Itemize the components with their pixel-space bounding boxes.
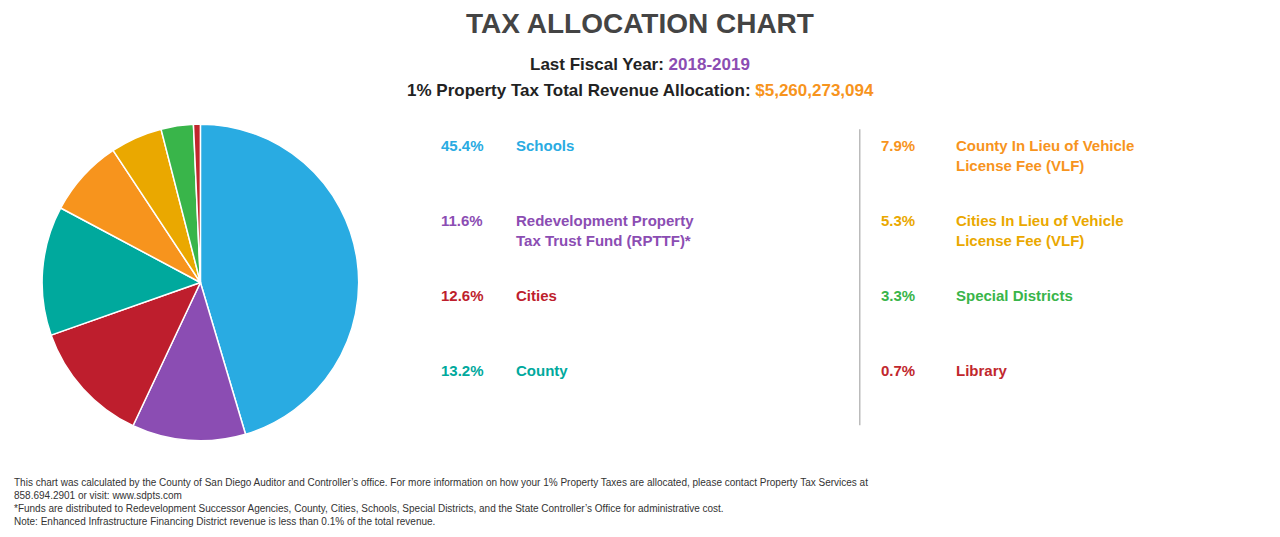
svg-text:Cities In Lieu of VehicleLicen: Cities In Lieu of VehicleLicense Fee (VL…: [956, 212, 1124, 249]
svg-text:7.9%: 7.9%: [881, 137, 915, 154]
svg-text:This chart was calculated by t: This chart was calculated by the County …: [14, 477, 868, 527]
svg-text:Last Fiscal Year: 2018-2019: Last Fiscal Year: 2018-2019: [530, 55, 750, 74]
svg-text:TAX ALLOCATION CHART: TAX ALLOCATION CHART: [466, 8, 814, 39]
svg-text:45.4%: 45.4%: [441, 137, 484, 154]
svg-text:0.7%: 0.7%: [881, 362, 915, 379]
svg-text:Cities: Cities: [516, 287, 557, 304]
svg-text:County: County: [516, 362, 568, 379]
svg-text:Library: Library: [956, 362, 1008, 379]
svg-text:3.3%: 3.3%: [881, 287, 915, 304]
svg-text:Special Districts: Special Districts: [956, 287, 1073, 304]
svg-text:Redevelopment PropertyTax Trus: Redevelopment PropertyTax Trust Fund (RP…: [516, 212, 694, 249]
svg-text:12.6%: 12.6%: [441, 287, 484, 304]
svg-text:5.3%: 5.3%: [881, 212, 915, 229]
svg-text:11.6%: 11.6%: [441, 212, 483, 229]
svg-text:1% Property Tax Total Revenue: 1% Property Tax Total Revenue Allocation…: [407, 81, 874, 100]
svg-text:County In Lieu of VehicleLicen: County In Lieu of VehicleLicense Fee (VL…: [956, 137, 1134, 174]
svg-text:Schools: Schools: [516, 137, 574, 154]
svg-text:13.2%: 13.2%: [441, 362, 484, 379]
